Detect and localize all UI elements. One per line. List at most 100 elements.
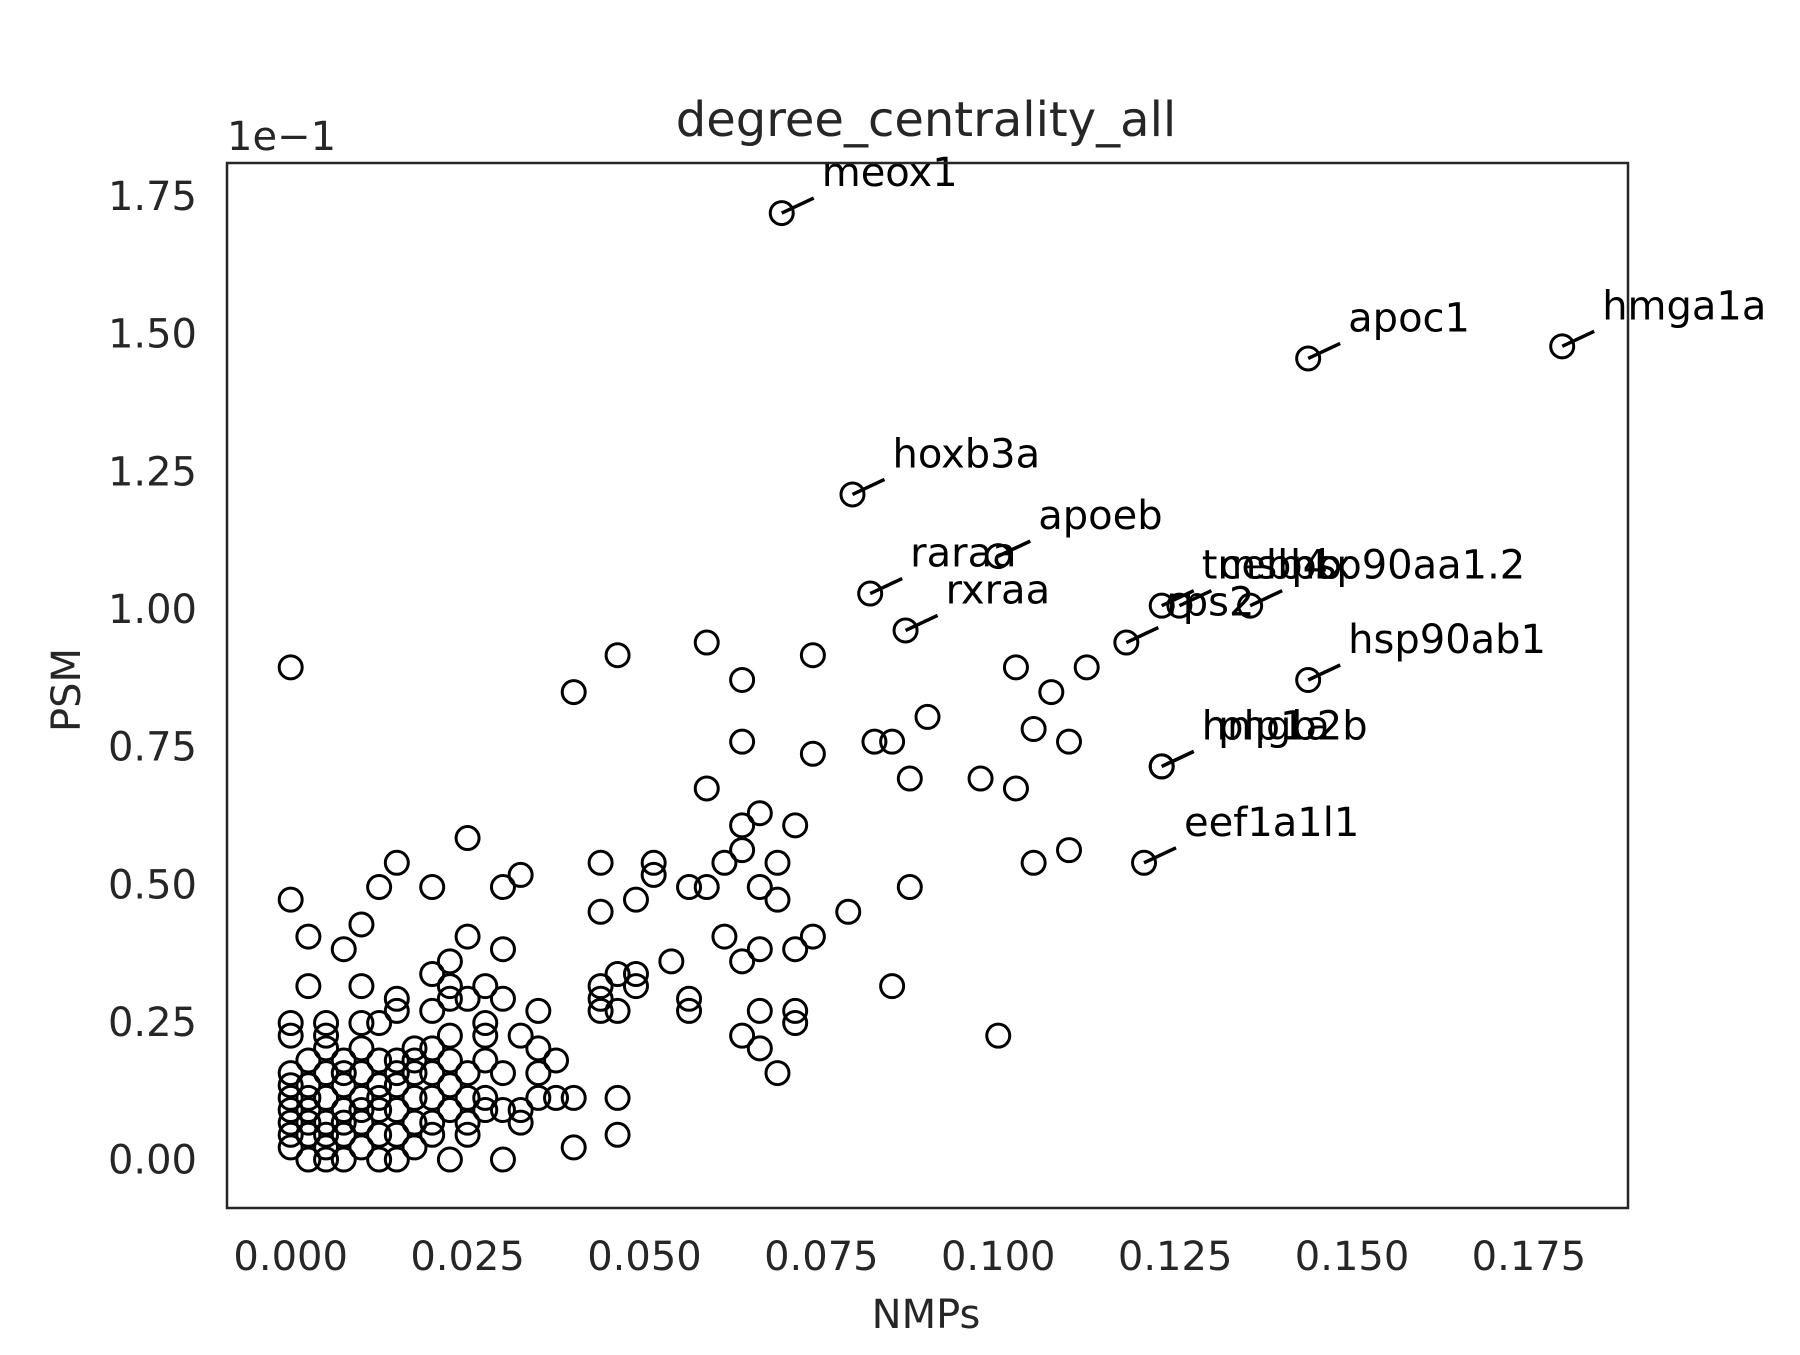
y-offset-label: 1e−1 [227,114,336,160]
data-point [729,948,756,975]
data-point [348,911,375,938]
data-point [489,1060,516,1087]
y-tick-label: 1.50 [108,312,197,358]
data-point [507,1022,534,1049]
annotated-point [1131,849,1158,876]
data-point [383,985,410,1012]
annotation-leader-line [1178,589,1213,608]
data-point [587,849,614,876]
annotation-leader-line [780,196,815,215]
data-point [489,1096,516,1123]
data-point [879,728,906,755]
annotation-label: rplp1a [1202,703,1330,749]
data-point [472,1022,499,1049]
data-point [348,1060,375,1087]
data-point [348,973,375,1000]
data-point [543,1084,570,1111]
data-point [401,1084,428,1111]
data-point [472,1010,499,1037]
annotation-leader-line [1143,846,1177,865]
data-point [622,886,649,913]
data-point [729,812,756,839]
data-point [419,1084,446,1111]
annotation-leader-line [997,539,1032,558]
data-point [489,874,516,901]
data-point [366,1010,393,1037]
plot-frame [225,161,1630,1210]
data-point [366,1121,393,1148]
data-point [313,1146,340,1173]
data-point [295,1072,322,1099]
data-point [729,1022,756,1049]
annotation-leader-line [851,477,886,497]
data-point [277,1022,304,1049]
data-point [604,1121,631,1148]
data-point [313,1134,340,1161]
data-point [383,1060,410,1087]
x-tick-label: 0.050 [587,1234,702,1280]
annotation-leader-line [1125,625,1160,645]
data-point [366,1146,393,1173]
annotated-point [857,580,884,607]
data-point [383,997,410,1024]
y-axis-label: PSM [44,648,90,732]
data-point [277,1134,304,1161]
annotated-point [1295,666,1322,693]
data-point [295,1096,322,1123]
data-point [587,898,614,925]
data-point [472,1096,499,1123]
data-point [277,1010,304,1037]
annotation-label: raraa [910,531,1016,577]
data-point [1020,715,1047,742]
data-point [1002,654,1029,681]
data-point [507,1109,534,1136]
annotation-leader-line [1160,749,1195,769]
y-tick-label: 1.25 [108,449,197,495]
data-point [401,1060,428,1087]
annotation-label: meox1 [822,150,958,196]
data-point [560,1134,587,1161]
data-point [330,1121,357,1148]
annotated-point [1148,592,1175,619]
annotation-leader-line [1307,663,1341,682]
annotation-label: apoc1 [1348,295,1470,341]
data-point [764,886,791,913]
data-point [729,666,756,693]
annotated-point [1295,345,1322,372]
data-point [313,1121,340,1148]
data-point [507,861,534,888]
data-point [622,961,649,988]
chart-title: degree_centrality_all [676,92,1177,148]
x-tick-label: 0.000 [233,1234,348,1280]
data-point [604,1084,631,1111]
annotation-label: apoeb [1038,493,1162,539]
data-point [330,1146,357,1173]
data-point [746,936,773,963]
data-point [560,1084,587,1111]
annotation-leader-line [1561,329,1595,348]
data-point [277,1084,304,1111]
data-point [277,1109,304,1136]
data-point [401,1035,428,1062]
data-point [1038,679,1065,706]
data-point [489,936,516,963]
data-point [401,1134,428,1161]
data-point [676,997,703,1024]
data-point [746,1035,773,1062]
annotated-point [1549,333,1576,360]
annotation-label: cebpb [1219,543,1342,589]
data-point [454,1084,481,1111]
data-point [693,629,720,656]
data-point [295,1109,322,1136]
data-point [782,1010,809,1037]
data-point [436,973,463,1000]
annotated-point [839,481,866,508]
data-point [295,1121,322,1148]
data-point [507,1096,534,1123]
data-point [436,1146,463,1173]
data-point [277,1072,304,1099]
data-point [401,1109,428,1136]
data-point [658,948,685,975]
data-point [985,1022,1012,1049]
data-point [560,679,587,706]
